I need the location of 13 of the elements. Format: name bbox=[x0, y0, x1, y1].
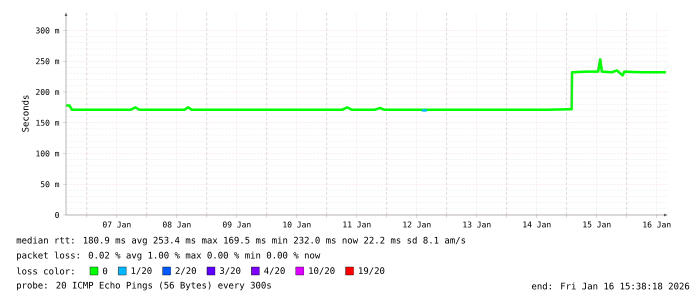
legend-label: 0 bbox=[102, 268, 108, 274]
text: probe: 20 ICMP Echo Pings (56 Bytes) every 300s bbox=[17, 282, 271, 290]
text: packet loss: 0.02 % avg 1.00 % max 0.00 % min 0.00 % now bbox=[17, 252, 320, 260]
text: median rtt: 180.9 ms avg 253.4 ms max 169.5 ms min 232.0 ms now 22.2 ms sd 8.1 am/s bbox=[16, 236, 466, 246]
legend-label: 10/20 bbox=[309, 267, 335, 275]
legend-label: 1/20 bbox=[132, 267, 152, 275]
text: end: Fri Jan 16 15:38:18 2026 bbox=[532, 282, 690, 290]
legend-title: loss color: bbox=[16, 268, 74, 274]
legend-label: 19/20 bbox=[359, 267, 384, 275]
y-axis-title: Seconds bbox=[22, 95, 29, 132]
legend-label: 3/20 bbox=[220, 267, 240, 275]
legend-label: 4/20 bbox=[264, 267, 285, 275]
legend-label: 2/20 bbox=[176, 267, 196, 275]
